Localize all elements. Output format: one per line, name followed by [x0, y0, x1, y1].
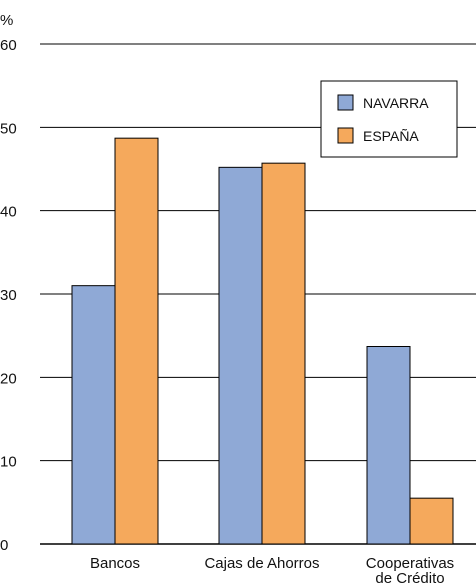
y-tick-label-50: 50 [0, 120, 17, 137]
category-label-2-line2: de Crédito [375, 570, 444, 587]
legend-swatch-navarra [337, 94, 354, 111]
bar-españa-1 [261, 162, 306, 545]
legend-label-navarra: NAVARRA [363, 95, 429, 111]
category-label-1: Cajas de Ahorros [204, 555, 319, 572]
y-tick-label-60: 60 [0, 37, 17, 54]
y-tick-label-20: 20 [0, 370, 17, 387]
y-tick-label-30: 30 [0, 287, 17, 304]
legend: NAVARRA ESPAÑA [320, 80, 458, 158]
y-axis-ticks: 0 10 20 30 40 50 60 [0, 37, 17, 554]
bar-navarra-1 [218, 166, 263, 545]
bar-españa-2 [409, 497, 454, 545]
bar-navarra-2 [366, 346, 411, 545]
legend-box [320, 80, 458, 158]
category-label-0: Bancos [90, 555, 140, 572]
category-label-2: Cooperativas [366, 555, 454, 572]
legend-label-españa: ESPAÑA [363, 128, 419, 144]
y-tick-label-40: 40 [0, 204, 17, 221]
bar-españa-0 [114, 137, 159, 545]
y-tick-label-0: 0 [0, 537, 8, 554]
bar-navarra-0 [71, 285, 116, 545]
y-tick-label-10: 10 [0, 454, 17, 471]
y-axis-label: % [0, 12, 13, 29]
bars [71, 137, 454, 545]
legend-swatch-españa [337, 127, 354, 144]
